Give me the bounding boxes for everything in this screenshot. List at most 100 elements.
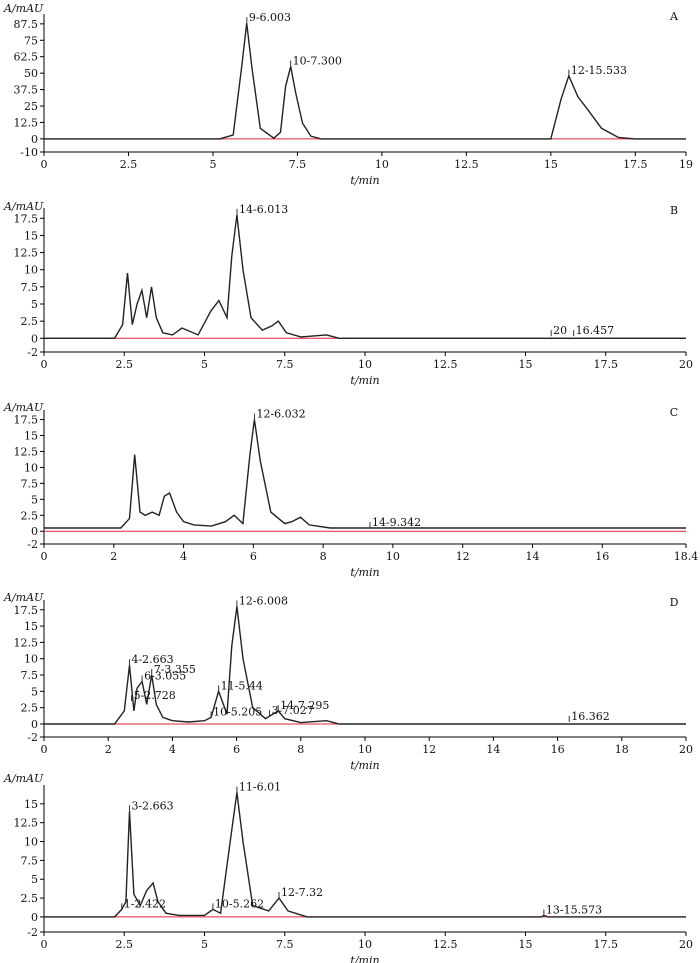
y-tick-label: -2	[27, 731, 38, 744]
x-tick-label: 17.5	[594, 358, 619, 371]
peak-label: 6-3.055	[144, 670, 186, 683]
x-tick-label: 10	[358, 743, 372, 756]
peak-label: 3-7.027	[272, 704, 314, 717]
y-tick-label: 15	[24, 798, 38, 811]
y-tick-label: 15	[24, 620, 38, 633]
y-axis-label: A/mAU	[3, 200, 44, 213]
x-tick-label: 18.4	[674, 550, 699, 563]
peak-label: 10-7.300	[293, 55, 342, 68]
y-tick-label: 12.5	[14, 817, 39, 830]
peak-label: 12-15.533	[571, 64, 627, 77]
peak-label: 11-6.01	[239, 781, 281, 794]
x-tick-label: 0	[41, 938, 48, 951]
y-tick-label: 15	[24, 430, 38, 443]
x-tick-label: 7.5	[276, 938, 294, 951]
y-tick-label: 2.5	[21, 509, 39, 522]
y-tick-label: 7.5	[21, 854, 39, 867]
x-tick-label: 0	[41, 158, 48, 171]
peak-label: 16.457	[576, 324, 615, 337]
x-tick-label: 0	[41, 550, 48, 563]
chart-panel-2: 0 2.5 5 7.5 10 12.5 15 17.5 20 -20 2.5 5 7.5 10 12.5 15…	[3, 200, 693, 387]
y-tick-label: 25	[24, 100, 38, 113]
x-tick-label: 7.5	[276, 358, 294, 371]
chart-panel-3: 0 2 4 6 8 10 12 14 16 18.4 -20 2.5 5 7.5 10 12.5 15 17.5 1…	[3, 401, 698, 579]
y-tick-label: 10	[24, 264, 38, 277]
x-tick-label: 18	[615, 743, 629, 756]
x-tick-label: 5	[209, 158, 216, 171]
y-tick-label: 0	[31, 332, 38, 345]
peak-label: 7-3.355	[154, 663, 196, 676]
y-tick-label: -2	[27, 346, 38, 359]
panel-letter: C	[670, 406, 678, 419]
y-tick-label: 10	[24, 461, 38, 474]
y-tick-label: -2	[27, 538, 38, 551]
y-tick-label: 10	[24, 836, 38, 849]
x-tick-label: 16	[595, 550, 609, 563]
x-tick-label: 5	[201, 358, 208, 371]
x-tick-label: 15	[544, 158, 558, 171]
y-tick-label: 17.5	[14, 604, 39, 617]
peak-label: 11-5.44	[221, 679, 263, 692]
peak-label: 4-2.663	[131, 653, 173, 666]
x-tick-label: 17.5	[594, 938, 619, 951]
x-tick-label: 10	[386, 550, 400, 563]
x-tick-label: 10	[358, 938, 372, 951]
y-tick-label: 62.5	[14, 51, 39, 64]
x-tick-label: 0	[41, 358, 48, 371]
x-tick-label: 10	[375, 158, 389, 171]
x-tick-label: 5	[201, 938, 208, 951]
x-tick-label: 12	[456, 550, 470, 563]
x-tick-label: 12	[422, 743, 436, 756]
x-tick-label: 12.5	[433, 358, 458, 371]
peak-label: 12-7.32	[281, 886, 323, 899]
chart-panel-5: 0 2.5 5 7.5 10 12.5 15 17.5 20-202.557.51012.515…	[3, 772, 693, 963]
panel-letter: A	[669, 10, 679, 23]
y-tick-label: 2.5	[21, 892, 39, 905]
peak-label: 1-2.422	[124, 897, 166, 910]
peak-label: 9-6.003	[249, 11, 291, 24]
y-tick-label: 12.5	[14, 445, 39, 458]
y-tick-label: -2	[27, 926, 38, 939]
chart-panel-4: 0 2 4 6 8 10 12 14 16 18 20 -20 2.5 5 7.5 10 12.5 15 17.5 4…	[3, 591, 693, 772]
y-tick-label: 10	[24, 653, 38, 666]
x-tick-label: 2	[105, 743, 112, 756]
series-line-1	[44, 23, 686, 140]
x-axis-label: t/min	[350, 566, 379, 579]
x-tick-label: 6	[250, 550, 257, 563]
x-axis-label: t/min	[350, 759, 379, 772]
y-tick-label: 7.5	[21, 281, 39, 294]
series-line-1	[44, 214, 686, 339]
x-tick-label: 2.5	[116, 358, 134, 371]
peak-label: 10-5.262	[215, 897, 264, 910]
x-axis-label: t/min	[350, 954, 379, 963]
peak-label: 14-6.013	[239, 203, 288, 216]
y-tick-label: 50	[24, 67, 38, 80]
peak-label: 20	[553, 324, 567, 337]
y-tick-label: 12.5	[14, 247, 39, 260]
x-tick-label: 2.5	[120, 158, 138, 171]
x-axis-label: t/min	[350, 174, 379, 187]
panel-letter: B	[670, 204, 678, 217]
x-tick-label: 2	[110, 550, 117, 563]
peak-label: 12-6.008	[239, 595, 288, 608]
y-axis-label: A/mAU	[3, 2, 44, 15]
peak-label: 5-2.728	[134, 689, 176, 702]
y-tick-label: 5	[31, 298, 38, 311]
y-tick-label: 12.5	[14, 636, 39, 649]
x-tick-label: 19	[679, 158, 693, 171]
y-tick-label: 15	[24, 229, 38, 242]
series-line-1	[44, 792, 686, 918]
y-axis-label: A/mAU	[3, 772, 44, 785]
y-tick-label: 5	[31, 685, 38, 698]
peak-label: 13-15.573	[546, 903, 602, 916]
y-axis-label: A/mAU	[3, 401, 44, 414]
x-tick-label: 14	[486, 743, 500, 756]
x-tick-label: 20	[679, 938, 693, 951]
y-tick-label: 7.5	[21, 477, 39, 490]
x-tick-label: 2.5	[116, 938, 134, 951]
chart-panel-1: 0 2.5 5 7.5 10 12.5 15 17.5 19 -100 12.5 25 37.5 50 62…	[3, 2, 693, 187]
x-axis-label: t/min	[350, 374, 379, 387]
y-tick-label: 0	[31, 525, 38, 538]
y-tick-label: 2.5	[21, 315, 39, 328]
